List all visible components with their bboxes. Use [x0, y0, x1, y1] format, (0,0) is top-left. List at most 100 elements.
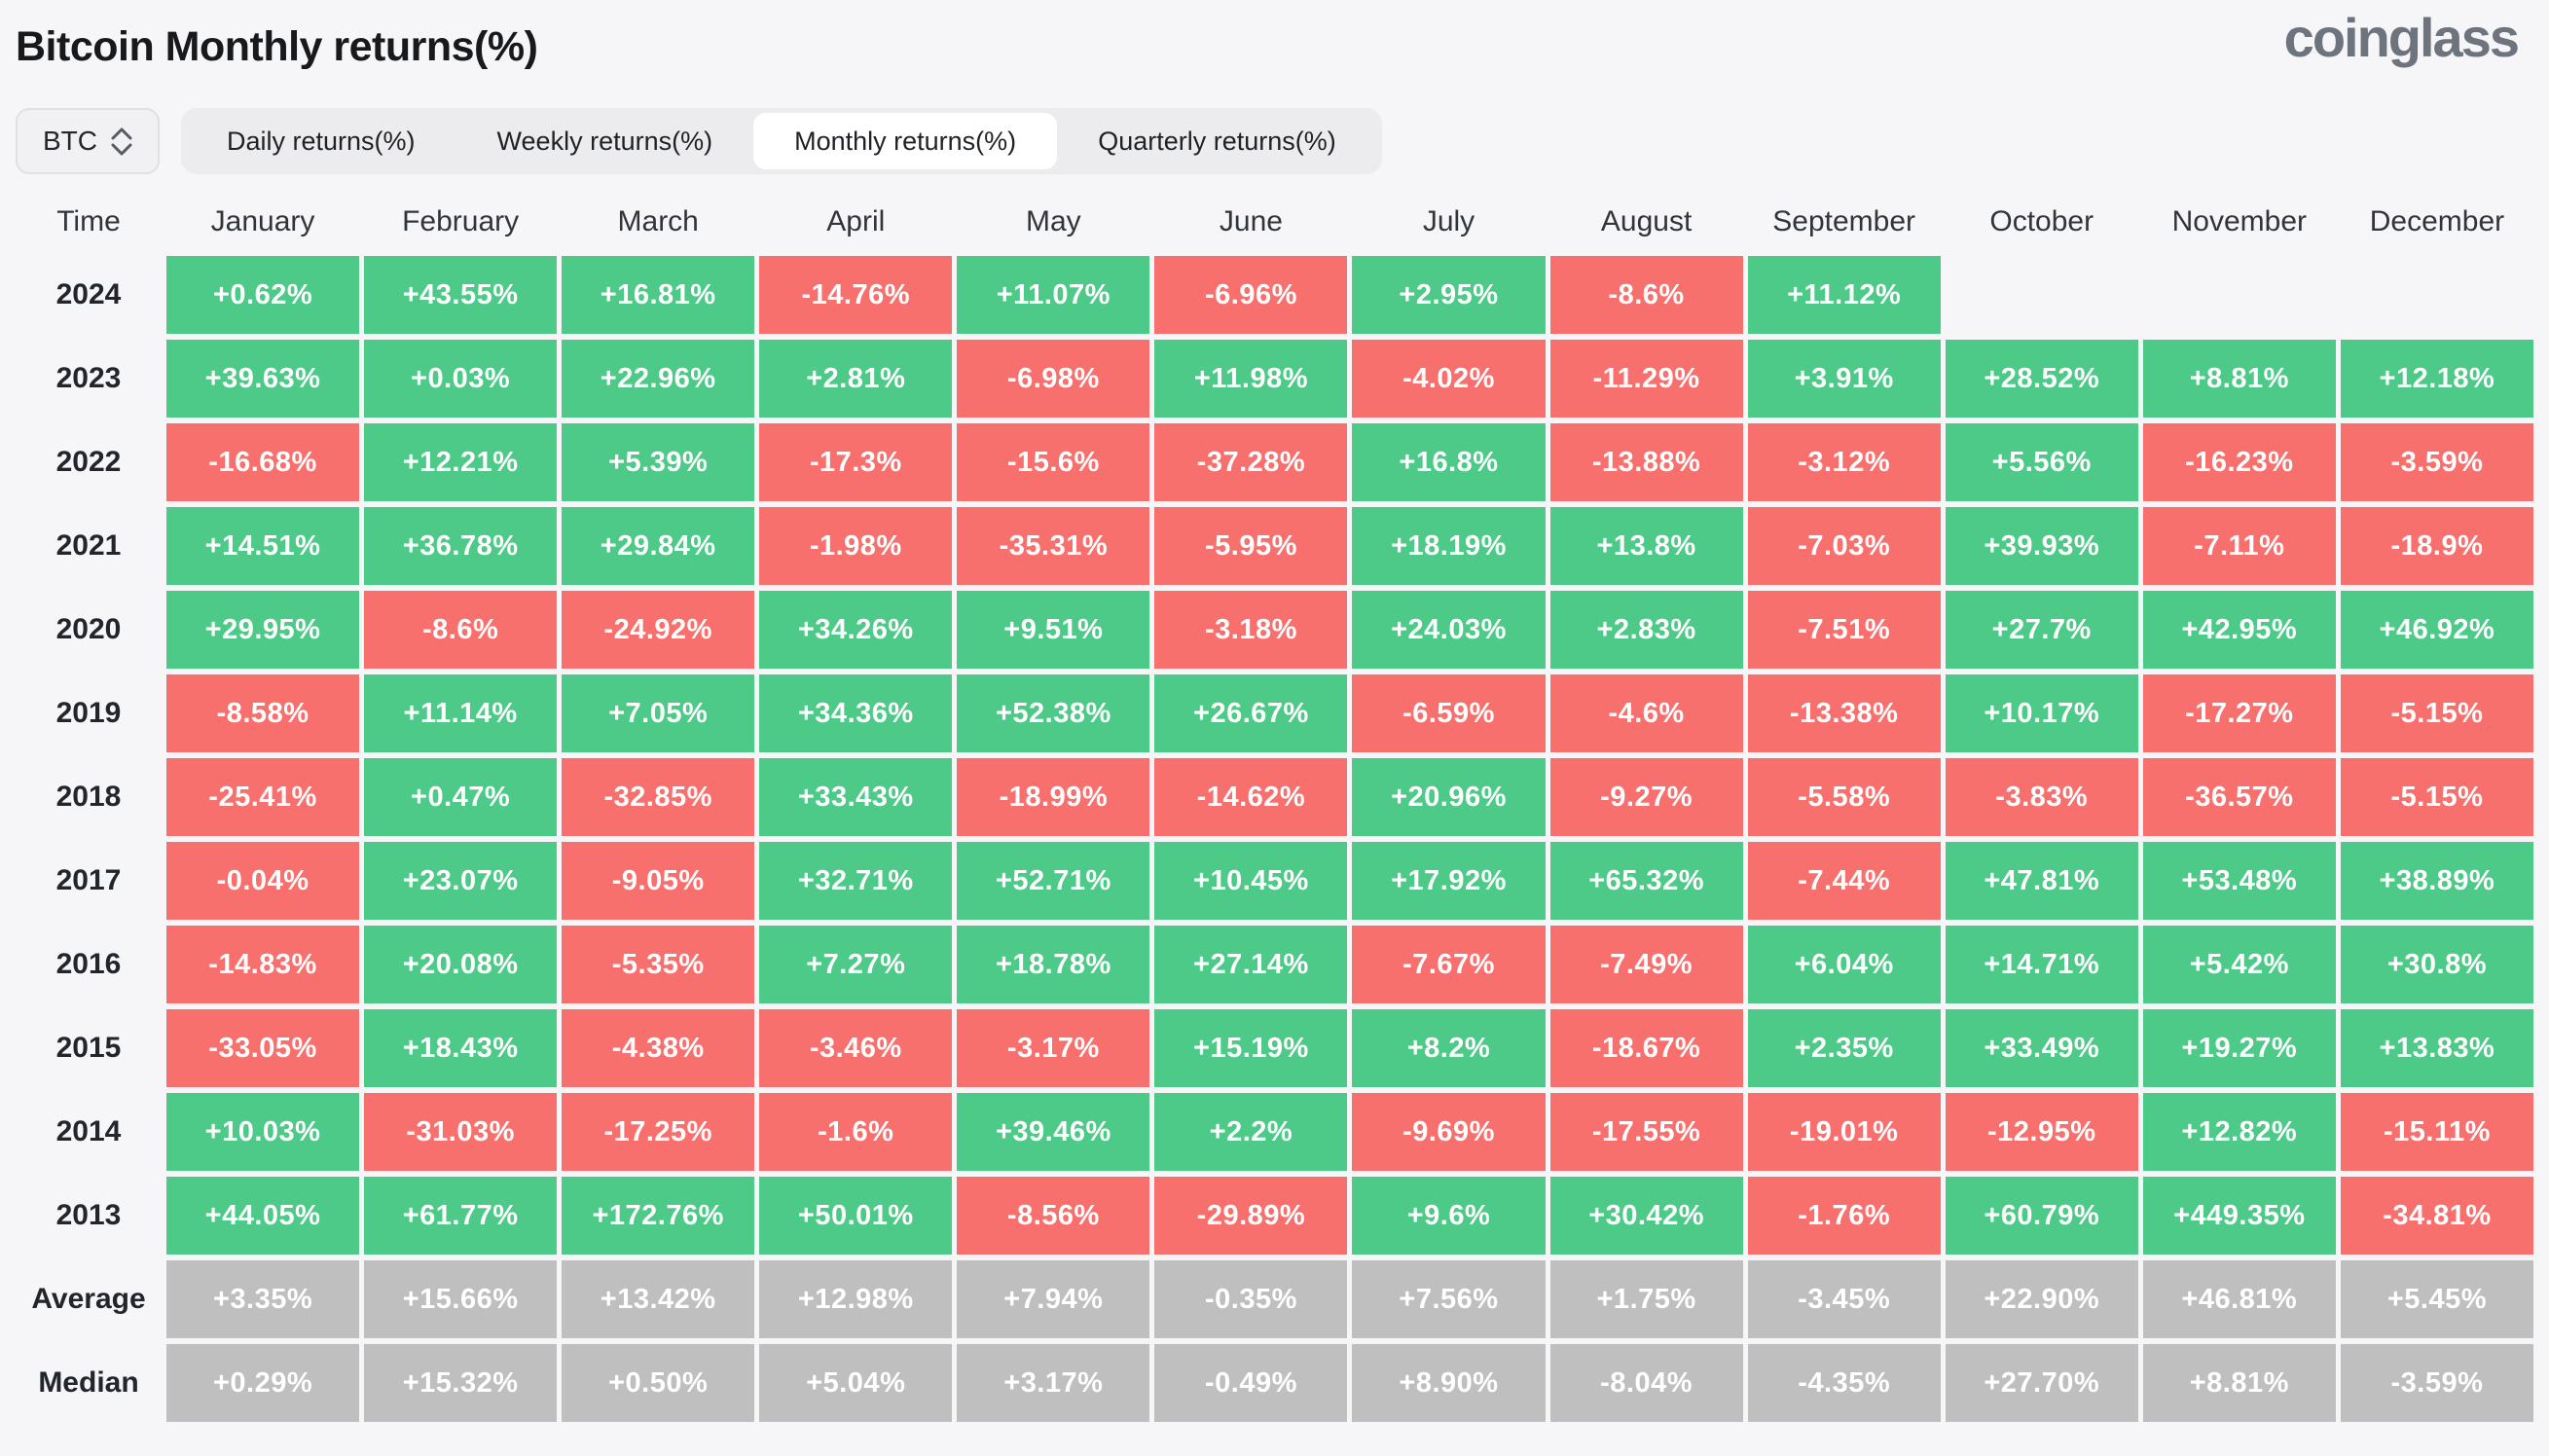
return-cell: -9.27% — [1549, 758, 1743, 836]
return-cell: +3.35% — [166, 1260, 360, 1338]
return-cell: -17.27% — [2142, 674, 2336, 752]
return-cell: +16.8% — [1352, 423, 1546, 501]
return-cell: +11.12% — [1747, 256, 1941, 334]
return-cell: +0.03% — [364, 340, 558, 418]
return-cell: +7.27% — [759, 926, 953, 1003]
row-label: 2022 — [55, 446, 122, 478]
returns-period-tabs: Daily returns(%) Weekly returns(%) Month… — [181, 108, 1382, 174]
table-row: 2013 +44.05% +61.77% +172.76% +50.01% -8.56% -… — [16, 1177, 2533, 1255]
return-cell: +30.8% — [2340, 926, 2533, 1003]
return-cell: -17.55% — [1549, 1093, 1743, 1171]
return-cell: +16.81% — [562, 256, 755, 334]
month-column-header: August — [1600, 205, 1693, 237]
return-cell: -4.35% — [1747, 1344, 1941, 1422]
row-label: 2021 — [55, 529, 122, 562]
return-cell: +13.8% — [1549, 507, 1743, 585]
return-cell: +5.42% — [2142, 926, 2336, 1003]
return-cell: +13.42% — [562, 1260, 755, 1338]
return-cell: +12.21% — [364, 423, 558, 501]
tab-quarterly-returns[interactable]: Quarterly returns(%) — [1057, 113, 1377, 169]
return-cell: -0.04% — [166, 842, 360, 920]
return-cell: +9.6% — [1352, 1177, 1546, 1255]
empty-cell — [2143, 256, 2336, 334]
return-cell: +2.35% — [1747, 1009, 1941, 1087]
return-cell: +2.2% — [1154, 1093, 1348, 1171]
return-cell: -3.59% — [2340, 1344, 2533, 1422]
table-row: 2019 -8.58% +11.14% +7.05% +34.36% +52.38% +26… — [16, 674, 2533, 752]
return-cell: +12.82% — [2142, 1093, 2336, 1171]
return-cell: +7.56% — [1352, 1260, 1546, 1338]
return-cell: -8.58% — [166, 674, 360, 752]
return-cell: +61.77% — [364, 1177, 558, 1255]
table-row: 2014 +10.03% -31.03% -17.25% -1.6% +39.46% +2.… — [16, 1093, 2533, 1171]
monthly-returns-table: Time January February March April May June July… — [11, 188, 2538, 1428]
return-cell: +7.94% — [957, 1260, 1150, 1338]
return-cell: +27.70% — [1945, 1344, 2138, 1422]
return-cell: +22.90% — [1945, 1260, 2138, 1338]
return-cell: -18.99% — [957, 758, 1150, 836]
time-column-header: Time — [56, 205, 121, 237]
tab-weekly-returns[interactable]: Weekly returns(%) — [456, 113, 754, 169]
return-cell: +44.05% — [166, 1177, 360, 1255]
return-cell: +5.45% — [2340, 1260, 2533, 1338]
return-cell: -36.57% — [2142, 758, 2336, 836]
row-label: 2015 — [55, 1032, 122, 1064]
return-cell: -16.23% — [2142, 423, 2336, 501]
return-cell: -7.67% — [1352, 926, 1546, 1003]
return-cell: +27.7% — [1945, 591, 2138, 669]
return-cell: +15.32% — [364, 1344, 558, 1422]
return-cell: +10.17% — [1945, 674, 2138, 752]
return-cell: -37.28% — [1154, 423, 1348, 501]
return-cell: -19.01% — [1747, 1093, 1941, 1171]
tab-daily-returns[interactable]: Daily returns(%) — [186, 113, 456, 169]
return-cell: +23.07% — [364, 842, 558, 920]
row-label: Median — [38, 1366, 139, 1399]
return-cell: +33.43% — [759, 758, 953, 836]
symbol-selector[interactable]: BTC — [16, 108, 160, 174]
month-column-header: January — [210, 205, 315, 237]
return-cell: -15.11% — [2340, 1093, 2533, 1171]
return-cell: -6.98% — [957, 340, 1150, 418]
row-label: Average — [31, 1283, 146, 1315]
return-cell: -3.18% — [1154, 591, 1348, 669]
symbol-selector-value: BTC — [43, 126, 97, 156]
month-column-header: February — [402, 205, 520, 237]
return-cell: +42.95% — [2142, 591, 2336, 669]
return-cell: +33.49% — [1945, 1009, 2138, 1087]
return-cell: +47.81% — [1945, 842, 2138, 920]
return-cell: +6.04% — [1747, 926, 1941, 1003]
return-cell: +52.38% — [957, 674, 1150, 752]
return-cell: -0.35% — [1154, 1260, 1348, 1338]
return-cell: +3.91% — [1747, 340, 1941, 418]
return-cell: +13.83% — [2340, 1009, 2533, 1087]
return-cell: -3.83% — [1945, 758, 2138, 836]
return-cell: +0.62% — [166, 256, 360, 334]
table-row: 2023 +39.63% +0.03% +22.96% +2.81% -6.98% +11.… — [16, 340, 2533, 418]
return-cell: +32.71% — [759, 842, 953, 920]
return-cell: +22.96% — [562, 340, 755, 418]
table-row: 2024 +0.62% +43.55% +16.81% -14.76% +11.07% -6… — [16, 256, 2533, 334]
return-cell: +8.90% — [1352, 1344, 1546, 1422]
tab-monthly-returns[interactable]: Monthly returns(%) — [753, 113, 1058, 169]
return-cell: -3.12% — [1747, 423, 1941, 501]
return-cell: -7.49% — [1549, 926, 1743, 1003]
return-cell: +29.84% — [562, 507, 755, 585]
return-cell: -13.88% — [1549, 423, 1743, 501]
return-cell: -24.92% — [562, 591, 755, 669]
return-cell: +46.92% — [2340, 591, 2533, 669]
return-cell: +34.26% — [759, 591, 953, 669]
table-row: 2018 -25.41% +0.47% -32.85% +33.43% -18.99% -1… — [16, 758, 2533, 836]
return-cell: +20.96% — [1352, 758, 1546, 836]
table-row: 2022 -16.68% +12.21% +5.39% -17.3% -15.6% -37.… — [16, 423, 2533, 501]
return-cell: -11.29% — [1549, 340, 1743, 418]
month-column-header: May — [1026, 205, 1081, 237]
return-cell: -18.67% — [1549, 1009, 1743, 1087]
row-label: 2017 — [55, 864, 122, 896]
return-cell: +11.07% — [957, 256, 1150, 334]
return-cell: +14.71% — [1945, 926, 2138, 1003]
row-label: 2020 — [55, 613, 122, 645]
return-cell: -5.95% — [1154, 507, 1348, 585]
return-cell: +24.03% — [1352, 591, 1546, 669]
month-column-header: July — [1422, 205, 1475, 237]
